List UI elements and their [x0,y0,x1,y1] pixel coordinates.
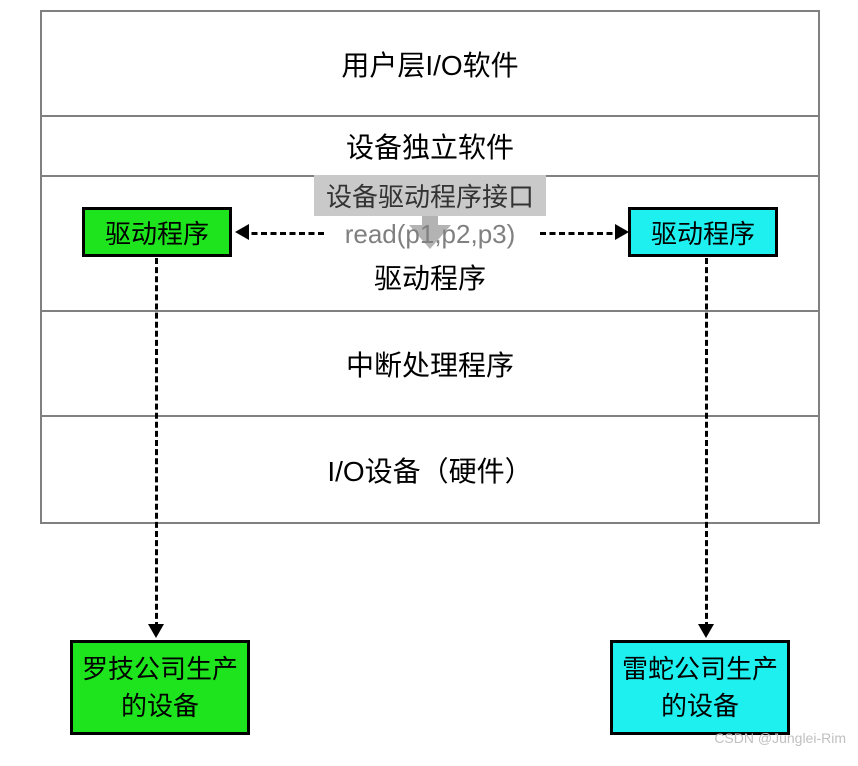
arrowhead-down-left-icon [148,624,164,638]
arrowhead-left-icon [235,224,249,240]
driver-box-left-label: 驱动程序 [105,214,209,251]
dash-line-left [242,232,324,235]
device-box-right-label: 雷蛇公司生产的设备 [619,651,781,724]
device-box-right: 雷蛇公司生产的设备 [610,640,790,735]
device-box-left-label: 罗技公司生产的设备 [79,651,241,724]
layer-interrupt: 中断处理程序 [42,312,818,417]
watermark-text: CSDN @Junglei-Rim [714,730,846,746]
driver-interface-label: 设备驱动程序接口 [314,175,546,216]
layer-device-independent-label: 设备独立软件 [346,126,514,166]
layer-hardware: I/O设备（硬件） [42,417,818,522]
arrowhead-down-right-icon [698,624,714,638]
driver-center-label: 驱动程序 [374,257,486,297]
driver-box-right-label: 驱动程序 [651,214,755,251]
device-box-left: 罗技公司生产的设备 [70,640,250,735]
layer-interrupt-label: 中断处理程序 [346,344,514,384]
driver-box-left: 驱动程序 [82,207,232,257]
layer-device-independent: 设备独立软件 [42,117,818,177]
layer-hardware-label: I/O设备（硬件） [327,450,532,490]
layer-driver: 设备驱动程序接口 read(p1,p2,p3) 驱动程序 驱动程序 驱动程序 [42,177,818,312]
driver-call-text: read(p1,p2,p3) [345,219,516,250]
arrowhead-right-icon [615,224,629,240]
dash-line-right [540,232,622,235]
dash-vline-right [705,258,708,628]
layer-user-io: 用户层I/O软件 [42,12,818,117]
dash-vline-left [155,258,158,628]
driver-box-right: 驱动程序 [628,207,778,257]
layer-user-io-label: 用户层I/O软件 [341,44,518,84]
